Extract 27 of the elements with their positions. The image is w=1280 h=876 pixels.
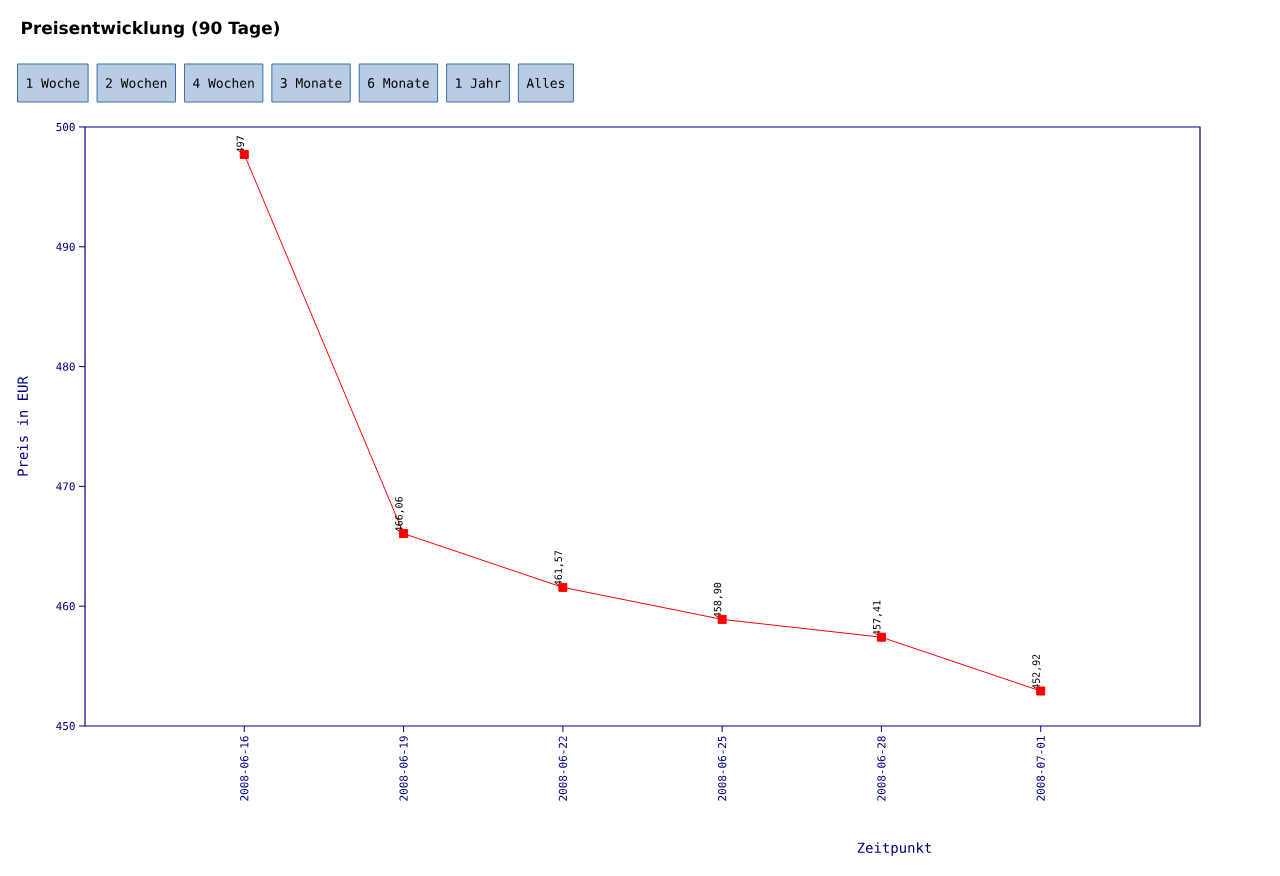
- y-tick-label: 460: [56, 602, 75, 611]
- x-tick-label: 2008-06-22: [558, 736, 568, 801]
- y-tick-label: 480: [56, 362, 75, 371]
- data-label: 452,92: [1032, 654, 1042, 690]
- data-label: 461,57: [554, 550, 564, 586]
- x-tick-label: 2008-06-25: [718, 736, 727, 801]
- x-tick-label: 2008-07-01: [1036, 736, 1045, 801]
- x-tick-label: 2008-06-19: [399, 736, 408, 801]
- data-label: 457,41: [873, 600, 882, 636]
- x-tick-label: 2008-06-28: [877, 736, 886, 801]
- text: 1 Jahr: [456, 77, 501, 88]
- y-axis-title: Preis in EUR: [17, 376, 28, 476]
- data-label: 466,06: [395, 497, 404, 532]
- x-tick-label: 2008-06-16: [240, 736, 249, 801]
- text: 6 Monate: [368, 78, 429, 88]
- y-tick-label: 450: [56, 721, 75, 731]
- x-axis-title: Zeitpunkt: [857, 842, 931, 856]
- y-tick-label: 470: [56, 482, 75, 491]
- text: 1 Woche: [27, 77, 80, 88]
- data-label: 458,90: [713, 582, 723, 618]
- text: 2 Wochen: [106, 77, 167, 88]
- text: 3 Monate: [280, 78, 342, 88]
- text: Alles: [526, 77, 565, 89]
- text: 4 Wochen: [193, 77, 254, 88]
- chart-title: Preisentwicklung (90 Tage): [22, 21, 279, 38]
- y-tick-label: 500: [56, 122, 75, 132]
- y-tick-label: 490: [56, 242, 75, 251]
